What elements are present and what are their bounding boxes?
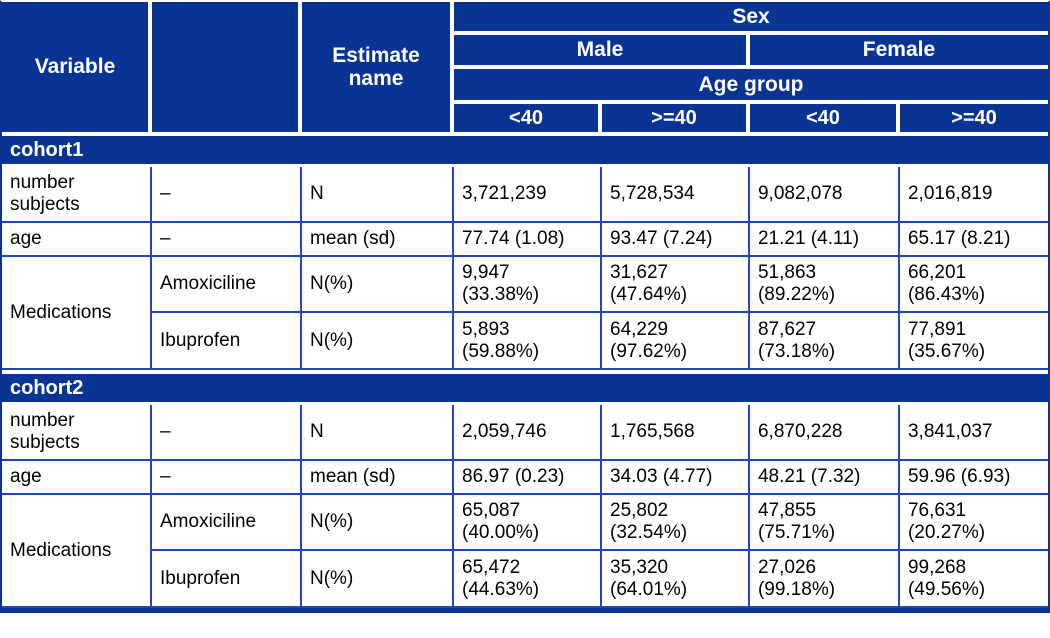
table-row: Medications Amoxiciline N(%) 9,947 (33.3… <box>2 257 1048 370</box>
data-cell: 65.17 (8.21) <box>899 223 1048 257</box>
row-label-variable: Medications <box>2 257 152 370</box>
col-header-male-lt40: <40 <box>454 104 602 132</box>
row-label-level: Amoxiciline <box>152 495 302 551</box>
data-cell: 5,893 (59.88%) <box>454 313 602 370</box>
data-cell: 9,082,078 <box>749 167 900 223</box>
table-row: age – mean (sd) 86.97 (0.23) 34.03 (4.77… <box>2 461 1048 495</box>
row-label-level: – <box>152 405 302 461</box>
col-header-variable: Variable <box>2 2 152 132</box>
header-row-age-bins: <40 >=40 <40 >=40 <box>2 104 1048 132</box>
table-row: Ibuprofen N(%) 65,472 (44.63%) 35,320 (6… <box>2 551 1048 608</box>
header-row-male-female: Male Female <box>2 35 1048 69</box>
cohort-summary-table: Variable Estimate name Sex Male Female A… <box>0 0 1050 613</box>
data-cell: 35,320 (64.01%) <box>602 551 750 608</box>
data-cell: 65,087 (40.00%) <box>454 495 602 551</box>
data-cell: 3,841,037 <box>899 405 1048 461</box>
data-cell: 27,026 (99.18%) <box>749 551 900 608</box>
section-bar-row: cohort2 <box>2 370 1048 405</box>
table-row: number subjects – N 2,059,746 1,765,568 … <box>2 405 1048 461</box>
col-header-female-lt40: <40 <box>749 104 900 132</box>
row-label-level: Amoxiciline <box>152 257 302 313</box>
row-label-estimate: N(%) <box>302 495 455 551</box>
table-row: age – mean (sd) 77.74 (1.08) 93.47 (7.24… <box>2 223 1048 257</box>
data-cell: 2,059,746 <box>454 405 602 461</box>
row-label-estimate: N(%) <box>302 551 455 608</box>
section-bar-cell: cohort2 <box>2 370 1048 405</box>
data-cell: 9,947 (33.38%) <box>454 257 602 313</box>
col-header-female-gte40: >=40 <box>899 104 1048 132</box>
table-header: Variable Estimate name Sex Male Female A… <box>2 2 1048 132</box>
table-row: number subjects – N 3,721,239 5,728,534 … <box>2 167 1048 223</box>
data-cell: 66,201 (86.43%) <box>899 257 1048 313</box>
data-cell: 59.96 (6.93) <box>899 461 1048 495</box>
data-cell: 2,016,819 <box>899 167 1048 223</box>
data-cell: 47,855 (75.71%) <box>749 495 900 551</box>
data-cell: 93.47 (7.24) <box>602 223 750 257</box>
data-cell: 87,627 (73.18%) <box>749 313 900 370</box>
data-cell: 77,891 (35.67%) <box>899 313 1048 370</box>
data-cell: 99,268 (49.56%) <box>899 551 1048 608</box>
data-cell: 64,229 (97.62%) <box>602 313 750 370</box>
data-cell: 21.21 (4.11) <box>749 223 900 257</box>
row-label-estimate: N <box>302 405 455 461</box>
section-label-cohort1: cohort1 <box>2 136 1048 164</box>
data-cell: 3,721,239 <box>454 167 602 223</box>
data-cell: 86.97 (0.23) <box>454 461 602 495</box>
row-label-level: – <box>152 223 302 257</box>
data-cell: 51,863 (89.22%) <box>749 257 900 313</box>
col-header-estimate-name: Estimate name <box>302 2 455 132</box>
data-cell: 48.21 (7.32) <box>749 461 900 495</box>
col-header-age-group: Age group <box>454 69 1048 104</box>
col-header-male-gte40: >=40 <box>602 104 750 132</box>
data-cell: 65,472 (44.63%) <box>454 551 602 608</box>
col-header-blank <box>152 2 302 132</box>
header-row-age-group: Age group <box>2 69 1048 104</box>
header-row-sex: Variable Estimate name Sex <box>2 2 1048 132</box>
col-header-sex: Sex <box>454 2 1048 35</box>
section-label-cohort2: cohort2 <box>2 374 1048 402</box>
data-cell: 31,627 (47.64%) <box>602 257 750 313</box>
data-cell: 25,802 (32.54%) <box>602 495 750 551</box>
row-label-variable: age <box>2 223 152 257</box>
row-label-level: Ibuprofen <box>152 551 302 608</box>
table-body: cohort1 number subjects – N 3,721,239 5,… <box>2 132 1048 608</box>
section-bar-cell: cohort1 <box>2 132 1048 167</box>
section-bar-row: cohort1 <box>2 132 1048 167</box>
row-label-estimate: N(%) <box>302 313 455 370</box>
table-row: Medications Amoxiciline N(%) 65,087 (40.… <box>2 495 1048 608</box>
data-cell: 5,728,534 <box>602 167 750 223</box>
row-label-level: – <box>152 461 302 495</box>
data-cell: 34.03 (4.77) <box>602 461 750 495</box>
row-label-variable: number subjects <box>2 167 152 223</box>
row-label-variable: Medications <box>2 495 152 608</box>
data-cell: 1,765,568 <box>602 405 750 461</box>
data-cell: 77.74 (1.08) <box>454 223 602 257</box>
row-label-estimate: N <box>302 167 455 223</box>
row-label-estimate: N(%) <box>302 257 455 313</box>
col-header-male: Male <box>454 35 750 69</box>
table-row: Ibuprofen N(%) 5,893 (59.88%) 64,229 (97… <box>2 313 1048 370</box>
row-label-level: – <box>152 167 302 223</box>
row-label-estimate: mean (sd) <box>302 223 455 257</box>
data-cell: 76,631 (20.27%) <box>899 495 1048 551</box>
data-cell: 6,870,228 <box>749 405 900 461</box>
row-label-variable: number subjects <box>2 405 152 461</box>
col-header-female: Female <box>749 35 1048 69</box>
row-label-variable: age <box>2 461 152 495</box>
row-label-level: Ibuprofen <box>152 313 302 370</box>
row-label-estimate: mean (sd) <box>302 461 455 495</box>
